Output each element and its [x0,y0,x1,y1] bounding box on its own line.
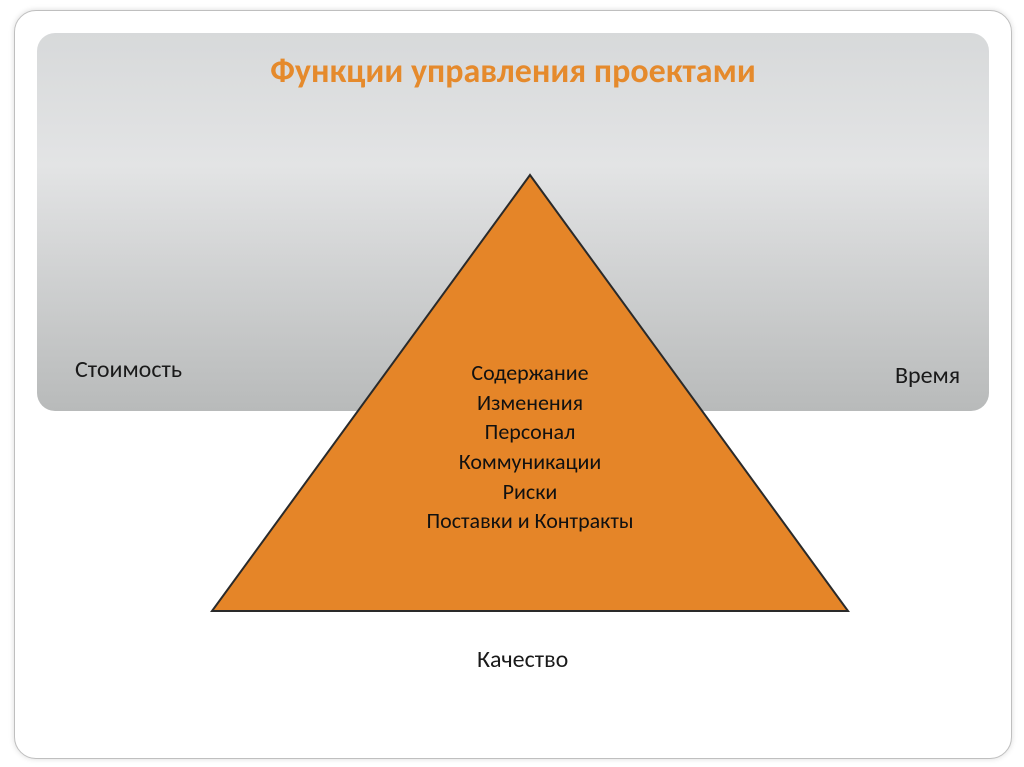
triangle-item: Коммуникации [426,447,633,477]
triangle-item: Персонал [426,417,633,447]
triangle-items: Содержание Изменения Персонал Коммуникац… [426,358,633,536]
slide-title: Функции управления проектами [15,51,1011,92]
triangle-item: Содержание [426,358,633,388]
triangle-item: Риски [426,477,633,507]
triangle: Содержание Изменения Персонал Коммуникац… [210,173,850,613]
label-left: Стоимость [75,355,182,384]
triangle-item: Поставки и Контракты [426,506,633,536]
label-right: Время [895,361,960,390]
slide-frame: Функции управления проектами Стоимость В… [14,10,1012,759]
triangle-item: Изменения [426,388,633,418]
label-bottom: Качество [477,645,568,674]
